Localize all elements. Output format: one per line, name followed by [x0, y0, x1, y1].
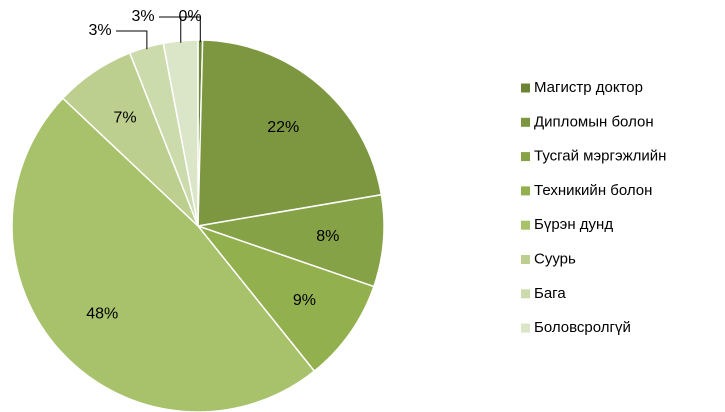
leader-line [159, 16, 182, 43]
legend-label: Боловсролгүй [534, 319, 631, 336]
legend-label: Суурь [534, 250, 576, 267]
legend-label: Тусгай мэргэжлийн [534, 148, 666, 165]
legend-swatch [521, 117, 530, 127]
legend-swatch [521, 83, 530, 93]
leader-line [116, 30, 148, 50]
pie-slice [11, 97, 316, 412]
legend-swatch [521, 186, 530, 196]
data-label: 3% [131, 8, 154, 25]
legend-label: Магистр доктор [534, 79, 643, 96]
legend-label: Бүрэн дунд [534, 216, 613, 233]
legend-label: Техникийн болон [534, 182, 652, 199]
data-label: 0% [178, 8, 201, 25]
legend-swatch [521, 220, 530, 230]
data-label: 48% [86, 305, 118, 322]
data-label: 8% [316, 228, 339, 245]
leader-line [178, 16, 201, 43]
legend-swatch [521, 289, 530, 299]
pie-slice [197, 193, 385, 288]
legend-swatch [521, 152, 530, 162]
legend-swatch [521, 255, 530, 264]
data-label: 22% [267, 119, 299, 136]
data-label: 7% [114, 109, 137, 126]
pie-slice [195, 224, 375, 373]
pie-slice [197, 39, 383, 227]
legend-label: Бага [534, 285, 566, 302]
data-label: 9% [293, 292, 316, 309]
data-label: 3% [88, 22, 111, 39]
legend-swatch [521, 323, 530, 333]
legend-label: Дипломын болон [534, 113, 654, 130]
